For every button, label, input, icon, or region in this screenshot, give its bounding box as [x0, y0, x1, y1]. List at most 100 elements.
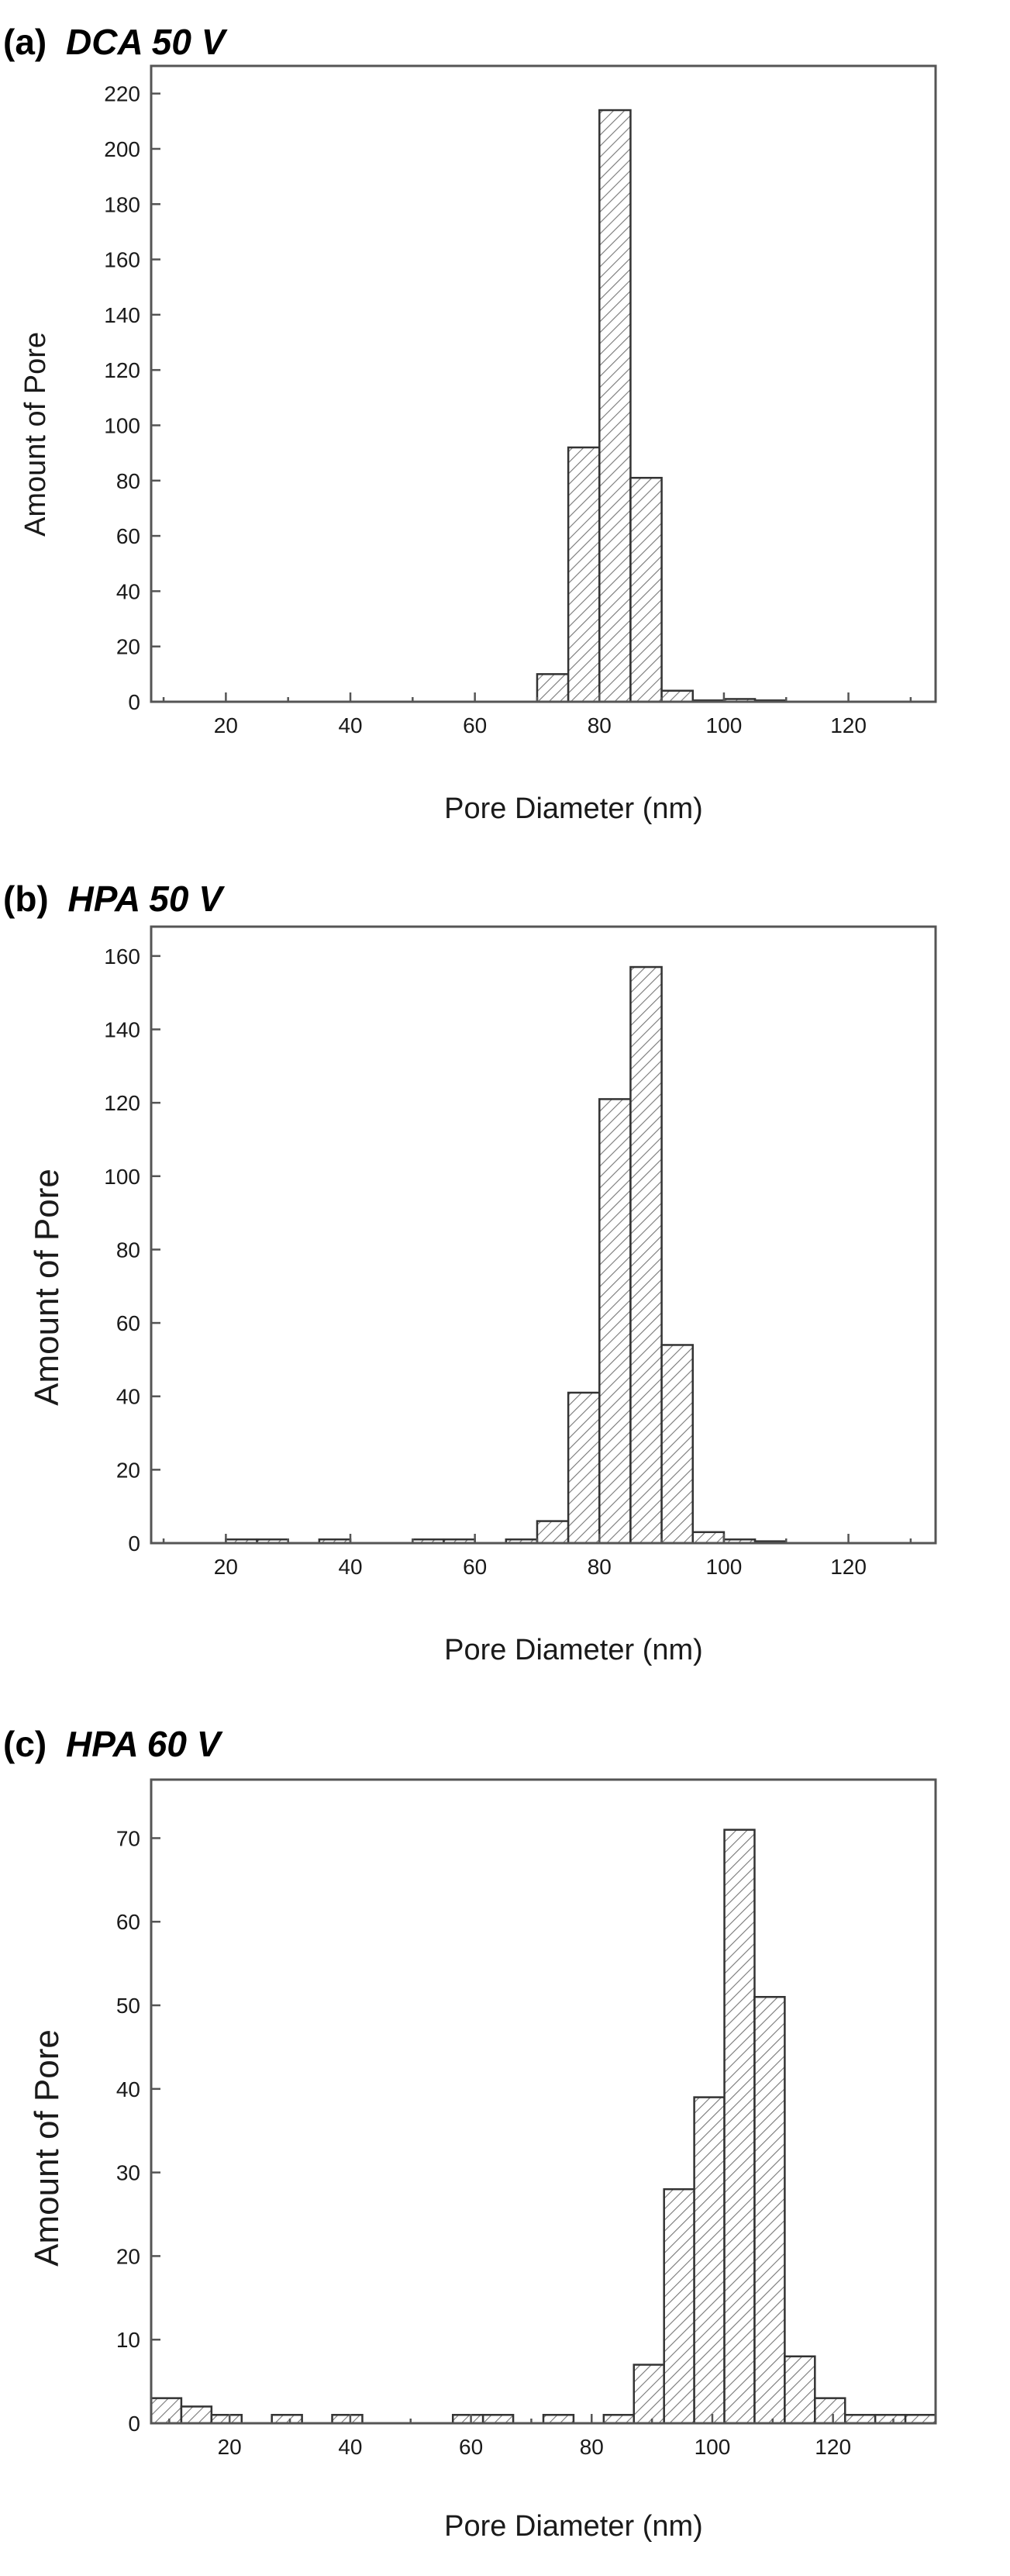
- x-tick-label-b: 40: [338, 1555, 362, 1579]
- x-tick-label-b: 80: [588, 1555, 612, 1579]
- x-axis-title-b: Pore Diameter (nm): [444, 1634, 703, 1666]
- y-tick-label-a: 200: [104, 137, 140, 161]
- panel-b: (b) HPA 50 V 0 20 40 60 80 100 120 140 160 20 40 60…: [3, 879, 937, 1666]
- plot-b: 0 20 40 60 80 100 120 140 160 20 40 60 80 100 120: [104, 925, 937, 1579]
- bar-c: [904, 2413, 937, 2425]
- x-tick-label-c: 40: [338, 2435, 362, 2459]
- y-tick-label-a: 20: [116, 635, 140, 659]
- y-tick-label-b: 20: [116, 1458, 140, 1482]
- x-tick-label-b: 60: [463, 1555, 487, 1579]
- plot-frame-b: [150, 925, 937, 1545]
- y-tick-label-a: 40: [116, 579, 140, 603]
- x-tick-label-c: 80: [580, 2435, 604, 2459]
- x-tick-label-a: 100: [706, 713, 743, 737]
- plot-frame-a: [150, 64, 937, 703]
- panel-a-title: (a) DCA 50 V: [3, 22, 228, 62]
- bar-a: [567, 446, 601, 703]
- y-tick-label-a: 100: [104, 413, 140, 437]
- bar-a: [536, 673, 570, 703]
- panel-c-name: HPA 60 V: [66, 1724, 223, 1764]
- y-tick-label-b: 60: [116, 1311, 140, 1335]
- y-tick-label-b: 40: [116, 1385, 140, 1409]
- bar-a: [598, 109, 632, 703]
- y-tick-label-c: 20: [116, 2244, 140, 2268]
- bar-c: [784, 2355, 816, 2425]
- y-tick-label-c: 30: [116, 2161, 140, 2185]
- bar-c: [481, 2413, 515, 2425]
- bar-c: [150, 2397, 183, 2425]
- y-tick-label-a: 160: [104, 248, 140, 272]
- panel-c: (c) HPA 60 V 0 10 20 30 40 50 60 70 20 40 60 80 100 1…: [3, 1724, 937, 2543]
- y-tick-label-c: 50: [116, 1994, 140, 2018]
- bar-b: [536, 1520, 570, 1545]
- y-tick-label-b: 120: [104, 1091, 140, 1115]
- bar-c: [602, 2413, 636, 2425]
- bar-c: [331, 2413, 364, 2425]
- x-tick-label-c: 120: [815, 2435, 851, 2459]
- bar-c: [633, 2364, 665, 2425]
- panel-c-prefix: (c): [3, 1724, 47, 1764]
- y-tick-label-c: 10: [116, 2328, 140, 2352]
- x-tick-label-a: 120: [830, 713, 867, 737]
- panel-b-name: HPA 50 V: [68, 879, 226, 919]
- y-tick-label-c: 0: [128, 2412, 140, 2436]
- x-tick-label-b: 100: [706, 1555, 743, 1579]
- y-tick-label-b: 0: [128, 1531, 140, 1556]
- bar-b: [660, 1344, 695, 1545]
- bar-c: [723, 1828, 756, 2425]
- y-tick-label-a: 120: [104, 358, 140, 382]
- bar-c: [843, 2413, 877, 2425]
- x-tick-label-c: 60: [459, 2435, 483, 2459]
- y-tick-label-a: 80: [116, 469, 140, 493]
- bar-c: [874, 2413, 907, 2425]
- x-tick-label-a: 80: [588, 713, 612, 737]
- x-tick-label-a: 20: [214, 713, 238, 737]
- y-tick-label-a: 220: [104, 82, 140, 106]
- bar-b: [598, 1098, 632, 1545]
- bar-c: [180, 2405, 213, 2425]
- y-tick-label-a: 0: [128, 690, 140, 714]
- y-tick-label-a: 180: [104, 192, 140, 216]
- bar-c: [542, 2413, 575, 2425]
- y-tick-label-a: 60: [116, 524, 140, 548]
- plot-c: 0 10 20 30 40 50 60 70 20 40 60 80 100 120: [116, 1778, 937, 2459]
- bar-b: [691, 1531, 726, 1545]
- bar-c: [753, 1996, 786, 2425]
- plot-frame-c: [150, 1778, 937, 2425]
- panel-b-prefix: (b): [3, 879, 49, 919]
- panel-a-name: DCA 50 V: [66, 22, 228, 62]
- x-tick-label-b: 120: [830, 1555, 867, 1579]
- plot-a: 0 20 40 60 80 100 120 140 160 180 200 220 20 40 60 80 10…: [104, 64, 937, 737]
- x-axis-title-a: Pore Diameter (nm): [444, 792, 703, 825]
- bar-a: [629, 476, 663, 703]
- y-tick-label-b: 160: [104, 944, 140, 969]
- bar-c: [814, 2397, 846, 2425]
- y-tick-label-c: 70: [116, 1826, 140, 1850]
- panel-b-title: (b) HPA 50 V: [3, 879, 225, 919]
- bar-c: [663, 2188, 695, 2425]
- y-axis-title-b: Amount of Pore: [28, 1169, 66, 1406]
- bar-c: [271, 2413, 303, 2425]
- bar-b: [567, 1391, 601, 1545]
- y-tick-label-b: 100: [104, 1165, 140, 1189]
- y-tick-label-b: 80: [116, 1238, 140, 1262]
- bar-c: [210, 2413, 243, 2425]
- x-axis-title-c: Pore Diameter (nm): [444, 2510, 703, 2543]
- x-tick-label-c: 20: [218, 2435, 242, 2459]
- panel-a-prefix: (a): [3, 22, 47, 62]
- x-tick-label-a: 60: [463, 713, 487, 737]
- y-axis-title-a: Amount of Pore: [19, 332, 52, 537]
- bar-a: [660, 689, 695, 703]
- y-tick-label-c: 40: [116, 2077, 140, 2101]
- panel-c-title: (c) HPA 60 V: [3, 1724, 223, 1764]
- bar-c: [451, 2413, 484, 2425]
- y-tick-label-a: 140: [104, 303, 140, 327]
- x-tick-label-a: 40: [338, 713, 362, 737]
- x-tick-label-b: 20: [214, 1555, 238, 1579]
- panel-a: (a) DCA 50 V 0 20 40 60 80 100 120 140 160 180 200…: [3, 22, 937, 825]
- y-tick-label-b: 140: [104, 1018, 140, 1042]
- y-axis-title-c: Amount of Pore: [28, 2029, 66, 2267]
- bar-b: [629, 965, 663, 1545]
- bar-c: [693, 2096, 726, 2425]
